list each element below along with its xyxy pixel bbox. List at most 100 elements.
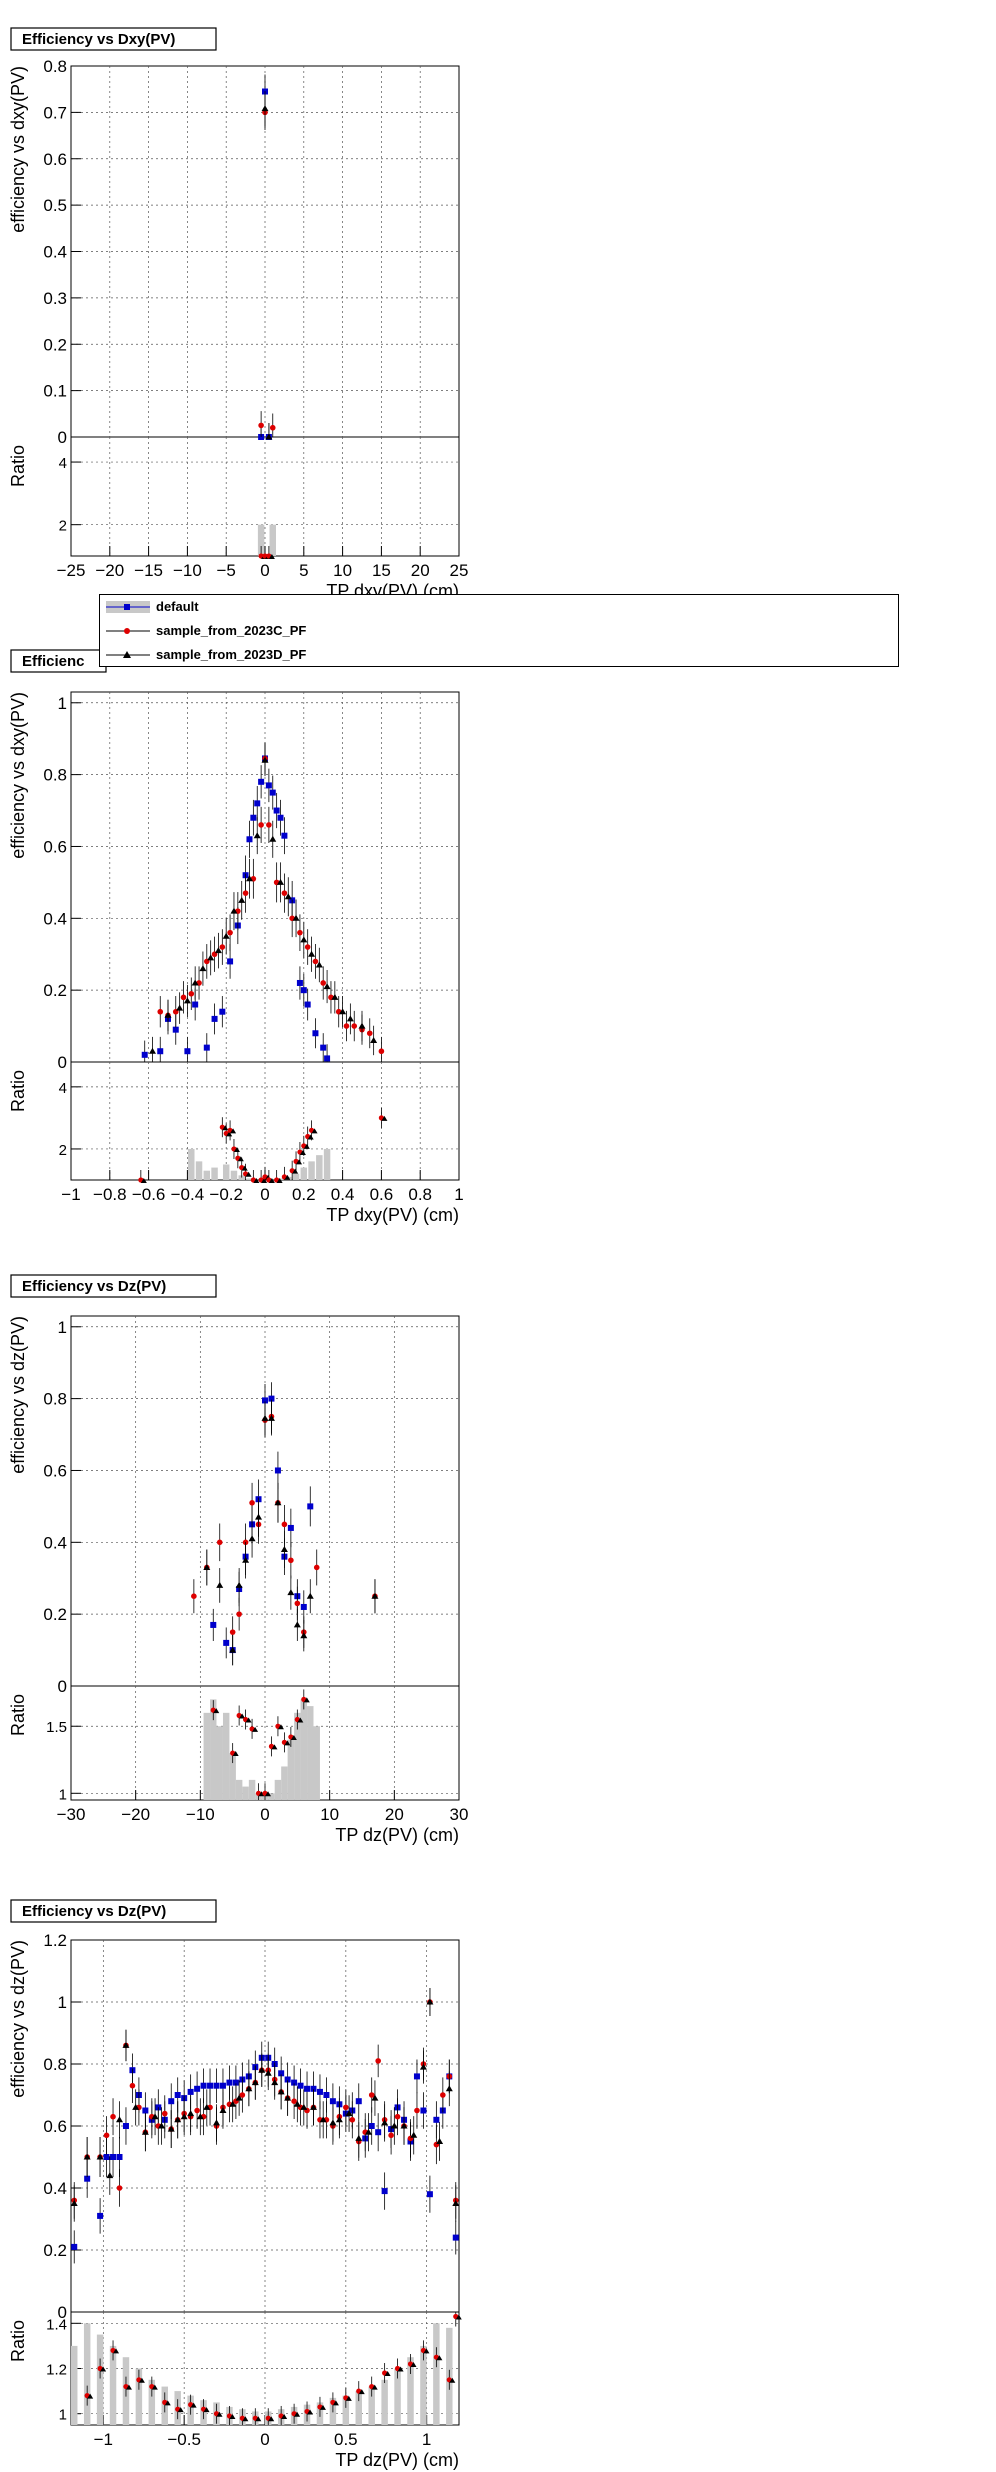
ratio-point-2023d — [242, 2416, 249, 2422]
ratio-point-2023d — [241, 1165, 248, 1171]
data-point-default — [71, 2243, 78, 2250]
ratio-band-bar — [313, 1726, 320, 1800]
data-point-2023d — [426, 1998, 434, 2005]
data-point-2023c — [236, 1611, 242, 1617]
data-point-2023d — [300, 936, 308, 943]
data-point-default — [219, 2082, 226, 2089]
data-point-2023d — [116, 2116, 123, 2123]
ratio-point-2023d — [255, 2416, 262, 2422]
ratio-axis-label: Ratio — [8, 2320, 28, 2362]
data-point-2023d — [277, 2088, 285, 2095]
data-point-2023d — [355, 2134, 363, 2141]
data-point-2023d — [199, 965, 207, 972]
x-tick-label: −5 — [217, 561, 236, 580]
x-tick-label: −0.5 — [167, 2430, 201, 2449]
ratio-band-bar — [238, 1175, 245, 1180]
data-point-default — [110, 2154, 117, 2160]
y-tick-label: 0.2 — [43, 981, 67, 1000]
x-tick-label: 0 — [260, 1185, 269, 1204]
data-point-2023d — [271, 2079, 279, 2086]
legend-marker-2023d — [106, 651, 150, 658]
data-point-2023c — [191, 1593, 197, 1599]
ratio-point-2023d — [277, 1724, 284, 1730]
data-point-default — [324, 1055, 331, 1062]
data-point-default — [433, 2116, 440, 2123]
data-point-2023d — [207, 954, 215, 961]
x-tick-label: 30 — [450, 1805, 469, 1824]
ratio-point-2023d — [268, 554, 275, 559]
ratio-point-2023d — [268, 1178, 275, 1183]
data-point-2023d — [229, 1646, 237, 1653]
data-point-2023d — [419, 2063, 427, 2070]
ratio-band-bar — [135, 2368, 143, 2425]
ratio-point-2023d — [296, 1159, 303, 1165]
ratio-point-2023d — [284, 1740, 291, 1746]
x-tick-label: 0.6 — [370, 1185, 394, 1204]
y-tick-label: 0 — [58, 1053, 67, 1072]
ratio-band-bar — [269, 524, 276, 556]
data-point-2023d — [258, 2066, 266, 2073]
data-point-2023d — [122, 2041, 130, 2048]
data-point-2023d — [245, 875, 253, 882]
data-point-default — [300, 987, 307, 994]
ratio-point-2023d — [253, 1178, 260, 1183]
y-tick-label: 0.4 — [43, 1533, 67, 1552]
data-point-default — [268, 1395, 275, 1402]
data-point-2023d — [310, 2103, 317, 2110]
ratio-point-2023d — [303, 1697, 310, 1703]
data-point-2023d — [148, 1047, 156, 1054]
ratio-point-2023d — [436, 2355, 443, 2361]
data-point-2023d — [410, 2131, 418, 2138]
data-point-2023d — [242, 1556, 250, 1563]
ratio-band-bar — [268, 1793, 275, 1800]
data-point-default — [122, 2123, 129, 2129]
data-point-default — [84, 2175, 91, 2182]
data-point-2023d — [214, 947, 222, 954]
x-tick-label: 20 — [385, 1805, 404, 1824]
data-point-2023d — [238, 896, 246, 903]
data-point-2023d — [280, 1545, 288, 1552]
data-point-2023d — [261, 105, 269, 112]
data-point-2023d — [213, 2119, 220, 2126]
data-point-default — [426, 2191, 433, 2198]
ratio-point-2023d — [371, 2384, 378, 2390]
data-point-2023d — [308, 950, 316, 957]
data-point-default — [141, 1051, 148, 1058]
data-point-default — [184, 1048, 191, 1055]
chart-title-box — [10, 1899, 217, 1923]
y-tick-label: 1 — [58, 694, 67, 713]
ratio-band-bar — [274, 1779, 282, 1800]
data-point-2023d — [331, 993, 339, 1000]
data-point-2023c — [194, 2107, 200, 2114]
y-tick-label: 1 — [58, 1318, 67, 1337]
ratio-point-2023d — [138, 2377, 145, 2383]
data-point-2023d — [132, 2103, 140, 2110]
ratio-point-2023d — [265, 1791, 271, 1797]
data-point-default — [307, 1503, 314, 1510]
x-tick-label: −15 — [134, 561, 163, 580]
data-point-2023c — [188, 990, 195, 997]
x-tick-label: 5 — [299, 561, 308, 580]
data-point-default — [250, 814, 257, 821]
ratio-point-2023d — [237, 1156, 244, 1162]
ratio-point-2023d — [284, 1174, 291, 1180]
ratio-point-2023d — [292, 1168, 299, 1174]
data-point-2023d — [264, 2069, 272, 2076]
data-point-default — [323, 2092, 330, 2098]
x-tick-label: 1 — [422, 2430, 431, 2449]
ratio-point-2023d — [332, 2400, 339, 2406]
ratio-y-tick-label: 1.5 — [46, 1719, 67, 1736]
data-point-2023c — [366, 1030, 373, 1037]
data-point-default — [452, 2234, 459, 2241]
data-point-2023d — [83, 2153, 91, 2160]
ratio-band-bar — [203, 1170, 211, 1180]
x-tick-label: 0 — [260, 1805, 269, 1824]
data-point-default — [211, 1015, 218, 1022]
x-tick-label: 0.4 — [331, 1185, 355, 1204]
ratio-point-2023d — [384, 2371, 391, 2377]
ratio-point-2023d — [345, 2395, 352, 2401]
data-point-2023d — [293, 1621, 301, 1628]
x-tick-label: 0 — [260, 561, 269, 580]
data-point-2023c — [229, 1629, 236, 1635]
chart-4: Efficiency vs Dz(PV) 0 0.2 0.4 0.6 0.8 1 1.2 1 1.… — [8, 1899, 462, 2470]
